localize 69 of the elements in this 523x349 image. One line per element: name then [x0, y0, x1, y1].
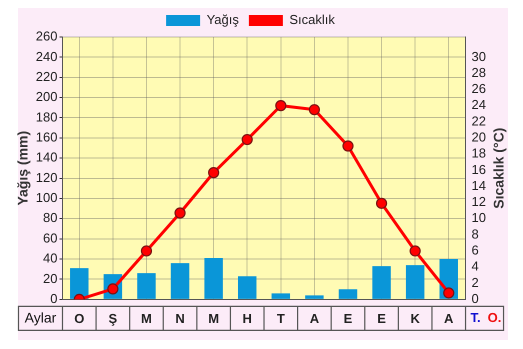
- y2-tick-label: 28: [472, 64, 486, 80]
- y-tick-label: 100: [36, 190, 58, 206]
- y-tick-label: 120: [36, 170, 58, 185]
- y2-tick-label: 10: [472, 210, 486, 226]
- text: T.: [470, 310, 481, 325]
- x-tick-label: E: [377, 310, 386, 326]
- y2-tick-label: 12: [472, 194, 486, 210]
- y-tick-label: 60: [43, 230, 58, 246]
- y-tick-label: 80: [43, 210, 58, 226]
- bar: [70, 268, 89, 299]
- point: [342, 140, 354, 152]
- y-tick-label: 20: [43, 270, 58, 286]
- y-tick-label: 0: [50, 290, 58, 306]
- y-tick-label: 40: [43, 250, 58, 266]
- x-tick-label: E: [344, 310, 353, 326]
- bar: [137, 273, 156, 299]
- x-tick-label: A: [310, 310, 320, 326]
- y2-axis-title: Sıcaklık (°C): [490, 128, 506, 209]
- y2-tick-label: 26: [472, 81, 486, 96]
- y2-tick-label: 30: [472, 48, 486, 64]
- y-tick-label: 220: [36, 68, 58, 84]
- x-tick-label: H: [242, 310, 252, 326]
- y2-tick-label: 14: [472, 178, 486, 193]
- y2-tick-label: 0: [472, 290, 479, 306]
- y-axis-title: Yağış (mm): [14, 130, 30, 206]
- point: [140, 245, 152, 257]
- y-tick-label: 240: [36, 48, 58, 64]
- point: [443, 287, 454, 299]
- y2-tick-label: 18: [472, 146, 486, 161]
- y2-tick-label: 6: [472, 242, 479, 258]
- x-axis-title: Aylar: [24, 309, 57, 326]
- y-tick-label: 200: [36, 89, 58, 104]
- point: [308, 104, 320, 116]
- y-tick-label: 180: [36, 109, 58, 124]
- legend-label: Yağış: [206, 12, 240, 28]
- y2-tick-label: 24: [472, 97, 486, 112]
- y2-tick-label: 4: [472, 258, 479, 274]
- y-tick-label: 140: [36, 150, 58, 165]
- bar: [272, 293, 290, 299]
- x-tick-label: N: [175, 310, 185, 326]
- y2-tick-label: 8: [472, 226, 479, 242]
- point: [174, 207, 186, 219]
- y2-tick-label: 2: [472, 274, 479, 290]
- y2-tick-label: 16: [472, 162, 486, 177]
- x-tick-label: M: [208, 310, 220, 326]
- x-tick-label: Ş: [108, 310, 118, 326]
- bar: [238, 276, 256, 299]
- text: O.: [488, 310, 502, 325]
- bar: [204, 258, 223, 299]
- x-tick-label: O: [74, 310, 84, 326]
- bar: [338, 289, 358, 299]
- x-tick-label: T: [276, 310, 285, 326]
- bar: [170, 263, 190, 299]
- y-tick-label: 260: [36, 28, 58, 44]
- bar: [406, 265, 424, 299]
- y2-tick-label: 20: [472, 130, 486, 144]
- point: [242, 134, 253, 146]
- point: [410, 245, 421, 257]
- bar: [372, 266, 391, 299]
- y2-tick-label: 22: [472, 113, 486, 128]
- point: [275, 100, 286, 112]
- y-tick-label: 160: [36, 130, 58, 144]
- point: [208, 167, 220, 178]
- x-tick-label: K: [410, 310, 420, 326]
- x-tick-label: A: [444, 310, 454, 326]
- x-tick-label: M: [141, 310, 152, 326]
- bar: [305, 295, 324, 299]
- point: [376, 198, 388, 209]
- legend-label: Sıcaklık: [289, 12, 336, 28]
